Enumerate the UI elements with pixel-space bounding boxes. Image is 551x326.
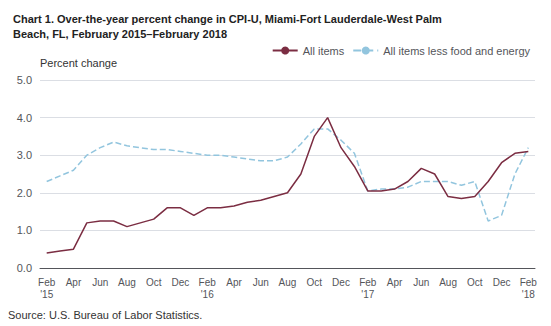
svg-text:Feb: Feb (520, 277, 538, 288)
svg-text:Oct: Oct (146, 277, 162, 288)
svg-text:Dec: Dec (172, 277, 190, 288)
svg-text:Jun: Jun (413, 277, 429, 288)
svg-text:Jun: Jun (253, 277, 269, 288)
svg-text:Apr: Apr (226, 277, 242, 288)
svg-text:'15: '15 (40, 289, 53, 300)
svg-text:All items: All items (303, 45, 345, 57)
svg-text:Dec: Dec (332, 277, 350, 288)
svg-text:2.0: 2.0 (17, 187, 32, 199)
svg-text:0.0: 0.0 (17, 262, 32, 274)
svg-text:Feb: Feb (38, 277, 56, 288)
svg-text:'18: '18 (522, 289, 535, 300)
svg-text:Jun: Jun (92, 277, 108, 288)
svg-text:'17: '17 (361, 289, 374, 300)
svg-text:Source: U.S. Bureau of Labor S: Source: U.S. Bureau of Labor Statistics. (8, 309, 202, 321)
svg-text:Feb: Feb (199, 277, 217, 288)
svg-text:All items less food and energy: All items less food and energy (383, 45, 530, 57)
svg-text:Dec: Dec (493, 277, 511, 288)
svg-text:Chart 1. Over-the-year percent: Chart 1. Over-the-year percent change in… (13, 13, 442, 25)
svg-text:Apr: Apr (387, 277, 403, 288)
svg-text:Oct: Oct (306, 277, 322, 288)
svg-text:Aug: Aug (279, 277, 297, 288)
svg-text:5.0: 5.0 (17, 74, 32, 86)
svg-text:Oct: Oct (467, 277, 483, 288)
svg-text:4.0: 4.0 (17, 112, 32, 124)
svg-text:Apr: Apr (66, 277, 82, 288)
svg-text:Feb: Feb (359, 277, 377, 288)
svg-text:1.0: 1.0 (17, 224, 32, 236)
svg-text:Aug: Aug (439, 277, 457, 288)
svg-text:3.0: 3.0 (17, 149, 32, 161)
svg-text:'16: '16 (201, 289, 214, 300)
svg-text:Aug: Aug (118, 277, 136, 288)
svg-text:Beach, FL, February 2015–Febru: Beach, FL, February 2015–February 2018 (13, 28, 227, 40)
svg-text:Percent change: Percent change (40, 57, 117, 69)
